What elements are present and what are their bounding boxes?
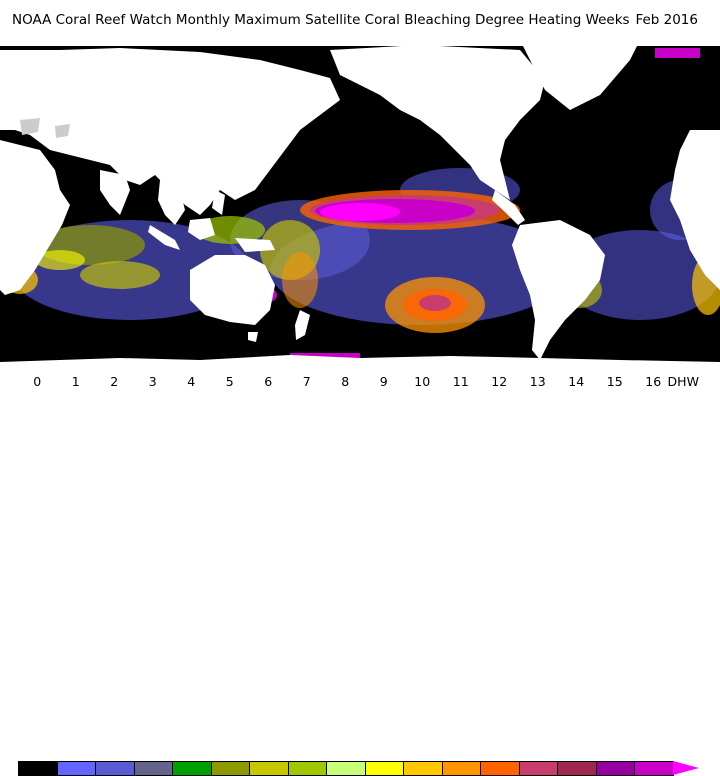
map-date: Feb 2016 xyxy=(635,12,698,28)
legend-swatch-6 xyxy=(249,761,289,776)
legend-tick-label: 12 xyxy=(491,374,508,389)
legend-tick-label: 8 xyxy=(341,374,350,389)
borneo xyxy=(188,218,215,240)
legend-swatch-9 xyxy=(364,761,404,776)
legend-swatch-5 xyxy=(210,761,250,776)
dhw-legend: 0 1 2 3 4 5 6 7 8 9 10 11 12 13 14 15 16 DHW xyxy=(0,372,720,776)
tasmania xyxy=(248,332,258,342)
sumatra xyxy=(148,225,180,250)
legend-tick-label: 14 xyxy=(568,374,585,389)
africa-east xyxy=(670,130,720,290)
greenland xyxy=(520,40,640,110)
legend-tick-label: 1 xyxy=(71,374,80,389)
legend-swatch-11 xyxy=(441,761,481,776)
legend-tick-label: 10 xyxy=(414,374,431,389)
legend-tick-label: 15 xyxy=(606,374,623,389)
land-layer xyxy=(0,40,720,372)
legend-unit-label: DHW xyxy=(667,374,699,389)
legend-colorbar xyxy=(18,761,708,776)
legend-tick-label: 11 xyxy=(452,374,469,389)
legend-tick-label: 6 xyxy=(264,374,273,389)
legend-swatch-14 xyxy=(557,761,597,776)
arctic-strip xyxy=(0,40,720,46)
legend-tick-label: 2 xyxy=(110,374,119,389)
legend-tick-label: 13 xyxy=(529,374,546,389)
legend-overflow-arrow xyxy=(672,761,699,775)
map-title: NOAA Coral Reef Watch Monthly Maximum Sa… xyxy=(12,12,630,28)
legend-tick-label: 16 xyxy=(645,374,662,389)
legend-swatch-1 xyxy=(56,761,96,776)
eurasia xyxy=(0,48,340,215)
legend-tick-label: 5 xyxy=(225,374,234,389)
legend-swatch-15 xyxy=(595,761,635,776)
philippines xyxy=(212,190,225,215)
indochina xyxy=(158,180,185,225)
legend-swatch-2 xyxy=(95,761,135,776)
india xyxy=(100,170,130,215)
new-guinea xyxy=(235,238,275,252)
antarctica xyxy=(0,355,720,372)
legend-swatch-13 xyxy=(518,761,558,776)
new-zealand xyxy=(295,310,310,340)
legend-tick-label: 0 xyxy=(33,374,42,389)
north-america xyxy=(330,45,545,200)
world-dhw-map xyxy=(0,40,720,372)
legend-tick-label: 7 xyxy=(302,374,311,389)
legend-tick-label: 3 xyxy=(148,374,157,389)
africa xyxy=(0,140,70,295)
legend-swatch-10 xyxy=(403,761,443,776)
legend-tick-label: 4 xyxy=(187,374,196,389)
central-america xyxy=(492,190,525,225)
south-america xyxy=(512,220,605,360)
legend-swatch-0 xyxy=(18,761,58,776)
ice-layer xyxy=(20,118,70,138)
legend-swatch-16 xyxy=(634,761,674,776)
legend-tick-label: 9 xyxy=(379,374,388,389)
legend-swatch-3 xyxy=(133,761,173,776)
legend-swatch-12 xyxy=(480,761,520,776)
legend-swatch-4 xyxy=(172,761,212,776)
legend-swatch-7 xyxy=(287,761,327,776)
japan xyxy=(250,130,275,165)
legend-swatch-8 xyxy=(326,761,366,776)
australia xyxy=(190,255,275,325)
map-title-bar: NOAA Coral Reef Watch Monthly Maximum Sa… xyxy=(0,0,720,40)
